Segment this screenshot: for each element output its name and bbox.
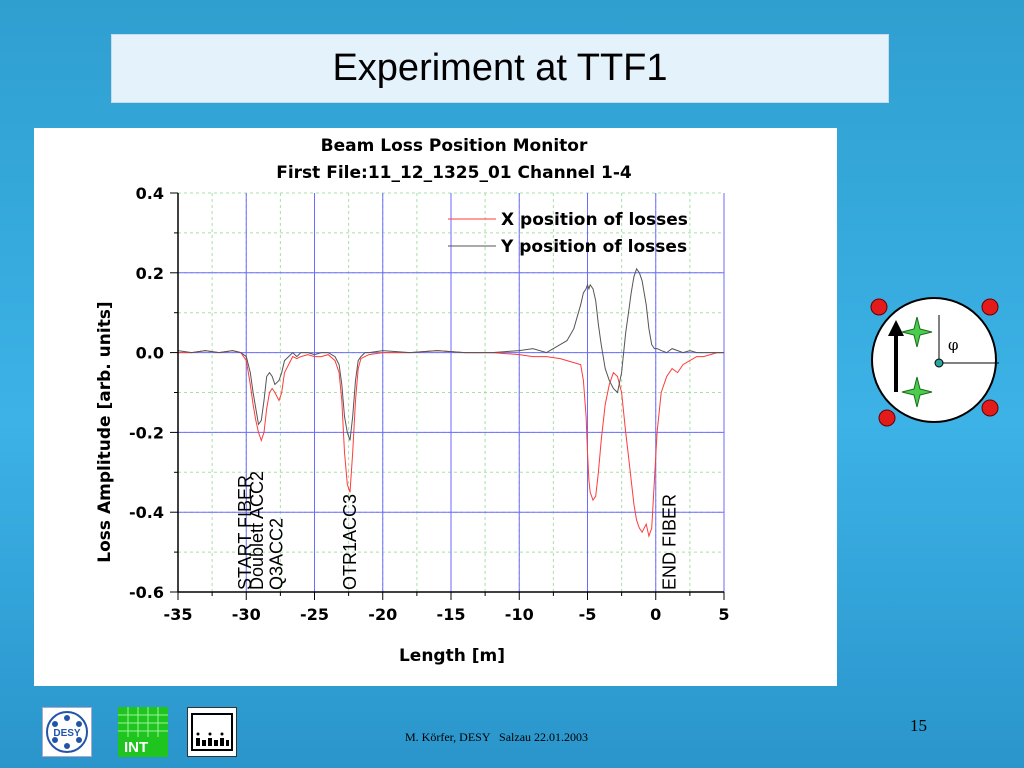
hmi-logo-mark <box>191 713 233 751</box>
y-tick-label: 0.2 <box>136 264 164 283</box>
int-logo-text: INT <box>124 739 148 756</box>
beam-pipe-diagram: φ <box>870 297 999 427</box>
x-tick-label: 0 <box>650 605 661 624</box>
x-tick-label: -30 <box>232 605 261 624</box>
electrode-top-right <box>981 298 999 316</box>
y-tick-label: -0.6 <box>129 583 164 602</box>
marker-label-start-fiber: START FIBER <box>235 475 255 590</box>
hmi-logo <box>187 707 237 757</box>
chart-title: Beam Loss Position Monitor <box>321 136 588 156</box>
marker-label-q3acc2: Q3ACC2 <box>266 518 286 590</box>
page-number: 15 <box>910 716 927 735</box>
y-tick-label: 0.0 <box>136 344 164 363</box>
x-tick-label: -35 <box>164 605 193 624</box>
x-tick-label: -10 <box>505 605 534 624</box>
y-tick-label: 0.4 <box>136 184 164 203</box>
legend-label-x: X position of losses <box>501 210 688 230</box>
electrode-bottom-right <box>981 399 999 417</box>
int-logo: INT <box>118 707 168 757</box>
axis-layer <box>170 192 725 600</box>
marker-label-end-fiber: END FIBER <box>659 494 679 590</box>
marker-label-doublett-acc2: Doublett ACC2 <box>247 471 267 590</box>
beam-loss-chart: Beam Loss Position Monitor First File:11… <box>95 136 730 666</box>
angle-phi-label: φ <box>948 336 959 354</box>
int-logo-mark: INT <box>118 707 168 756</box>
x-tick-label: -5 <box>579 605 597 624</box>
legend-label-y: Y position of losses <box>500 237 687 257</box>
y-tick-label: -0.2 <box>129 423 164 442</box>
tick-labels: -35 -30 -25 -20 -15 -10 -5 0 5 0.4 0.2 0.0 -0.2 -0.4 -… <box>129 184 730 624</box>
y-tick-label: -0.4 <box>129 503 164 522</box>
desy-logo-text: DESY <box>53 728 81 739</box>
beam-center-dot <box>934 358 944 368</box>
star-upper-icon <box>901 316 933 348</box>
footer-text: M. Körfer, DESY Salzau 22.01.2003 <box>405 730 589 744</box>
series-line-y <box>177 267 724 441</box>
x-tick-label: -25 <box>300 605 329 624</box>
pipe-cross-section <box>871 297 997 423</box>
chart-legend: X position of losses Y position of losse… <box>448 210 688 257</box>
slide-title: Experiment at TTF1 <box>332 47 668 89</box>
electrode-bottom-left <box>878 409 896 427</box>
direction-arrow-head <box>888 320 904 336</box>
desy-logo-mark: DESY <box>46 711 88 753</box>
electrode-top-left <box>870 298 888 316</box>
desy-logo: DESY <box>42 707 92 757</box>
marker-label-otr1acc3: OTR1ACC3 <box>340 494 360 590</box>
star-lower-icon <box>901 376 933 408</box>
y-axis-label: Loss Amplitude [arb. units] <box>95 301 115 562</box>
x-tick-label: -15 <box>437 605 466 624</box>
chart-subtitle: First File:11_12_1325_01 Channel 1-4 <box>276 163 632 183</box>
x-tick-label: 5 <box>718 605 729 624</box>
slide-title-box: Experiment at TTF1 <box>111 34 889 103</box>
x-tick-label: -20 <box>368 605 397 624</box>
chart-panel: Beam Loss Position Monitor First File:11… <box>34 128 837 686</box>
x-axis-label: Length [m] <box>399 646 505 666</box>
series-layer <box>177 267 724 538</box>
